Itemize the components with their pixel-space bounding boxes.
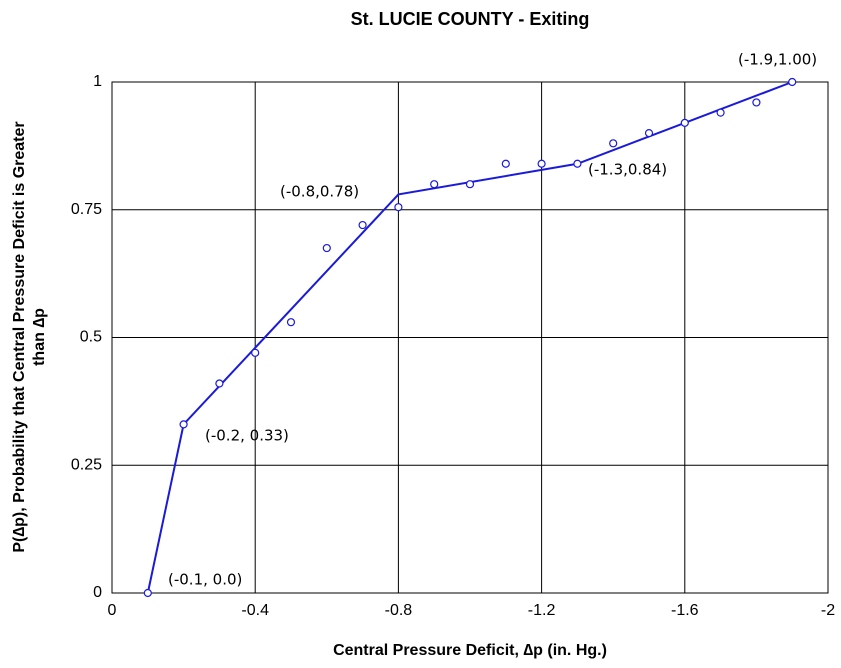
data-point (215, 379, 224, 388)
x-tick-label: 0 (108, 602, 117, 619)
x-tick-label: -1.2 (528, 602, 556, 619)
x-axis-label: Central Pressure Deficit, ∆p (in. Hg.) (333, 642, 607, 659)
y-tick-label: 1 (93, 73, 102, 90)
data-point (788, 77, 797, 87)
data-point (609, 139, 618, 148)
data-point (465, 180, 475, 189)
x-tick-label: -1.6 (671, 602, 699, 619)
data-point (286, 318, 296, 327)
data-point (716, 108, 725, 117)
plot-border (111, 81, 829, 594)
data-point (430, 180, 439, 189)
y-axis-label: P(∆p), Probability that Central Pressure… (11, 121, 28, 552)
data-point (143, 588, 152, 598)
data-point (394, 203, 403, 212)
y-tick-label: 0.75 (71, 201, 102, 218)
x-tick-label: -2 (821, 602, 835, 619)
data-point (358, 220, 367, 230)
y-tick-label: 0 (93, 584, 102, 601)
annotation: (-1.9,1.00) (738, 51, 817, 69)
y-axis-label: than ∆p (31, 308, 48, 366)
data-point (644, 129, 654, 138)
chart-title: St. LUCIE COUNTY - Exiting (351, 9, 590, 29)
data-point (573, 159, 582, 168)
annotation: (-0.2, 0.33) (205, 427, 289, 445)
data-point (752, 98, 761, 107)
data-point (501, 159, 510, 168)
data-point (322, 243, 331, 253)
data-point (537, 159, 546, 168)
annotation: (-1.3,0.84) (588, 161, 667, 179)
annotation: (-0.1, 0.0) (168, 571, 242, 589)
annotation: (-0.8,0.78) (280, 183, 359, 201)
data-point (680, 118, 689, 127)
x-tick-label: -0.4 (241, 602, 269, 619)
data-point (179, 420, 188, 429)
y-tick-label: 0.25 (71, 456, 102, 473)
y-tick-label: 0.5 (80, 329, 102, 346)
x-tick-label: -0.8 (385, 602, 413, 619)
data-point (251, 348, 260, 357)
